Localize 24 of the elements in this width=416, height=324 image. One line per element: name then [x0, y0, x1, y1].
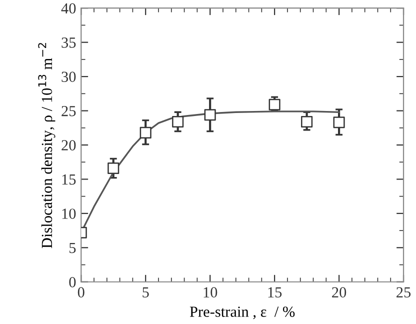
x-tick-label: 0: [78, 287, 84, 298]
y-tick-label: 35: [62, 38, 76, 48]
x-tick-label: 5: [142, 287, 149, 298]
x-tick-label: 15: [268, 287, 282, 298]
point: [268, 98, 280, 110]
y-tick-label: 5: [70, 242, 76, 254]
point: [204, 109, 216, 121]
point: [301, 116, 313, 128]
point: [108, 162, 120, 174]
y-tick-label: 0: [69, 277, 76, 288]
point: [172, 116, 184, 128]
y-tick-label: 30: [62, 72, 76, 82]
y-tick-label: 10: [62, 208, 76, 219]
y-tick-label: 15: [62, 174, 76, 185]
x-tick-label: 10: [204, 287, 218, 298]
x-tick-label: 20: [332, 287, 346, 298]
point: [140, 126, 152, 138]
x-axis-title: Pre-strain , ε / %: [190, 306, 295, 320]
y-tick-label: 20: [62, 140, 76, 150]
x-tick-label: 25: [396, 287, 411, 298]
point: [333, 116, 345, 128]
y-tick-label: 40: [61, 3, 76, 14]
y-tick-label: 25: [62, 106, 76, 116]
y-axis-title: Dislocation density, ρ / 10$^{13}$ m$^{−2}$: [38, 43, 56, 248]
